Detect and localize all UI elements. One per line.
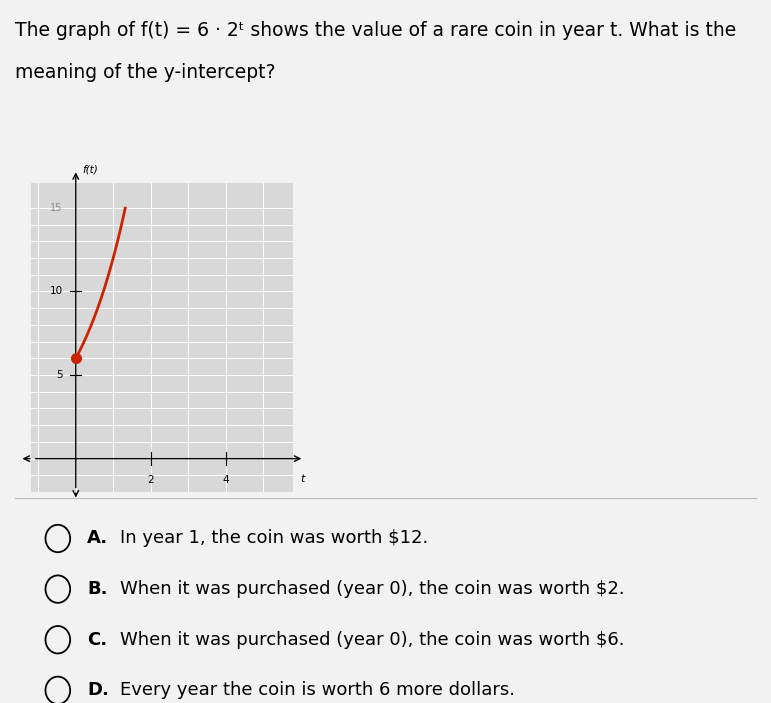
Text: D.: D. bbox=[87, 681, 109, 699]
Text: The graph of f(t) = 6 · 2ᵗ shows the value of a rare coin in year t. What is the: The graph of f(t) = 6 · 2ᵗ shows the val… bbox=[15, 21, 736, 40]
Text: 10: 10 bbox=[49, 286, 62, 297]
Text: When it was purchased (year 0), the coin was worth $2.: When it was purchased (year 0), the coin… bbox=[120, 580, 625, 598]
Text: Every year the coin is worth 6 more dollars.: Every year the coin is worth 6 more doll… bbox=[120, 681, 514, 699]
Text: 2: 2 bbox=[147, 475, 154, 485]
Text: t: t bbox=[300, 474, 305, 484]
Text: 5: 5 bbox=[56, 370, 62, 380]
Text: In year 1, the coin was worth $12.: In year 1, the coin was worth $12. bbox=[120, 529, 428, 548]
Text: 4: 4 bbox=[222, 475, 229, 485]
Text: f(t): f(t) bbox=[82, 165, 98, 174]
Text: C.: C. bbox=[87, 631, 107, 649]
Text: A.: A. bbox=[87, 529, 108, 548]
Text: meaning of the y-intercept?: meaning of the y-intercept? bbox=[15, 63, 276, 82]
Text: B.: B. bbox=[87, 580, 108, 598]
Text: When it was purchased (year 0), the coin was worth $6.: When it was purchased (year 0), the coin… bbox=[120, 631, 624, 649]
Text: 15: 15 bbox=[50, 203, 62, 213]
